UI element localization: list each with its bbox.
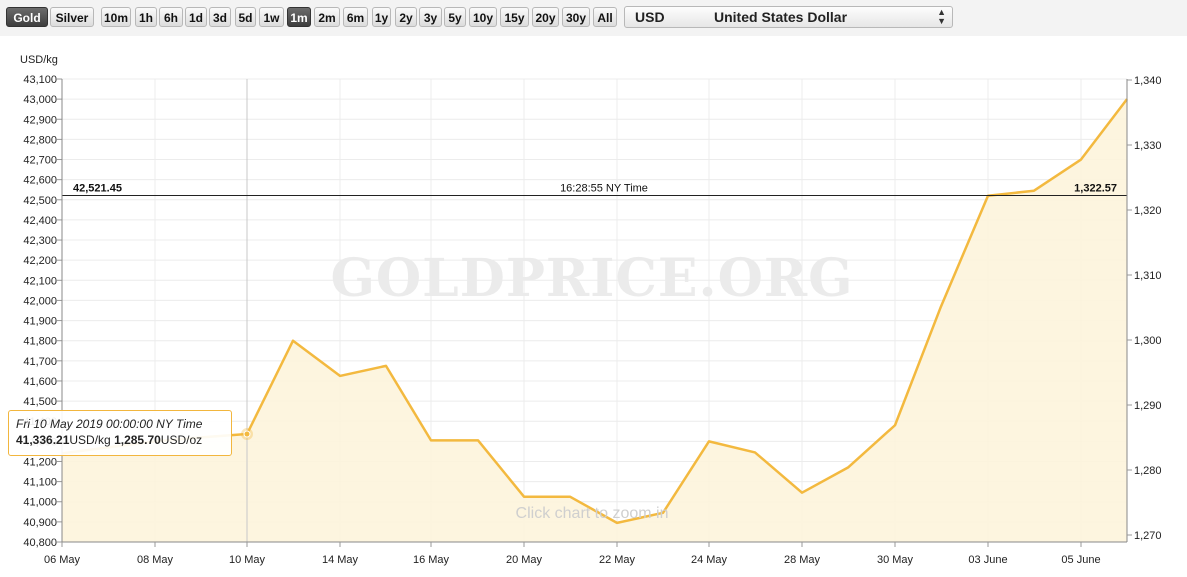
range-button-3d[interactable]: 3d [209, 7, 231, 27]
x-tick-label: 14 May [322, 554, 359, 566]
y-tick-label: 43,100 [23, 74, 57, 86]
x-tick-label: 06 May [44, 554, 81, 566]
y-tick-label: 42,100 [23, 275, 57, 287]
currency-select[interactable]: USD United States Dollar ▲ ▼ [624, 6, 953, 28]
select-arrows-icon: ▲ ▼ [937, 7, 946, 26]
y-tick-label: 42,800 [23, 134, 57, 146]
y-tick-label: 42,600 [23, 175, 57, 187]
y-right-tick-label: 1,300 [1134, 335, 1162, 347]
x-tick-label: 05 June [1061, 554, 1100, 566]
x-tick-label: 24 May [691, 554, 728, 566]
price-chart[interactable]: 40,80040,90041,00041,10041,20041,30041,4… [0, 36, 1187, 577]
range-button-5y[interactable]: 5y [444, 7, 466, 27]
x-tick-label: 20 May [506, 554, 543, 566]
y-tick-label: 40,800 [23, 537, 57, 549]
area-fill [62, 99, 1127, 542]
y-axis-unit-label: USD/kg [20, 54, 58, 66]
x-tick-label: 16 May [413, 554, 450, 566]
y-right-tick-label: 1,340 [1134, 75, 1162, 87]
y-tick-label: 42,700 [23, 155, 57, 167]
metal-button-gold[interactable]: Gold [6, 7, 48, 27]
y-tick-label: 42,000 [23, 295, 57, 307]
price-line [61, 98, 1128, 525]
y-tick-label: 42,900 [23, 114, 57, 126]
range-button-30y[interactable]: 30y [562, 7, 590, 27]
range-button-all[interactable]: All [593, 7, 617, 27]
tooltip-kg-value: 41,336.21 [16, 433, 70, 447]
current-time-label: 16:28:55 NY Time [560, 182, 648, 194]
range-button-1w[interactable]: 1w [259, 7, 284, 27]
tooltip-oz-unit: USD/oz [160, 433, 203, 447]
range-button-2y[interactable]: 2y [395, 7, 417, 27]
y-tick-label: 42,200 [23, 255, 57, 267]
y-tick-label: 43,000 [23, 94, 57, 106]
x-tick-label: 03 June [968, 554, 1007, 566]
range-button-2m[interactable]: 2m [314, 7, 340, 27]
currency-name: United States Dollar [714, 9, 848, 25]
y-tick-label: 41,700 [23, 356, 57, 368]
y-right-tick-label: 1,310 [1134, 270, 1162, 282]
current-price-oz-label: 1,322.57 [1074, 182, 1117, 194]
range-button-10m[interactable]: 10m [101, 7, 131, 27]
tooltip-kg-unit: USD/kg [69, 433, 111, 447]
y-tick-label: 42,400 [23, 215, 57, 227]
tooltip: Fri 10 May 2019 00:00:00 NY Time 41,336.… [8, 410, 232, 456]
range-button-1d[interactable]: 1d [185, 7, 207, 27]
y-right-tick-label: 1,270 [1134, 530, 1162, 542]
x-tick-label: 08 May [137, 554, 174, 566]
range-button-3y[interactable]: 3y [419, 7, 442, 27]
y-tick-label: 41,000 [23, 497, 57, 509]
y-right-tick-label: 1,290 [1134, 400, 1162, 412]
y-tick-label: 41,800 [23, 336, 57, 348]
tooltip-date: Fri 10 May 2019 00:00:00 NY Time [16, 417, 203, 431]
metal-button-silver[interactable]: Silver [50, 7, 94, 27]
x-tick-label: 22 May [599, 554, 636, 566]
y-tick-label: 41,200 [23, 456, 57, 468]
range-button-6m[interactable]: 6m [343, 7, 368, 27]
y-tick-label: 42,300 [23, 235, 57, 247]
range-button-5d[interactable]: 5d [235, 7, 256, 27]
y-right-tick-label: 1,320 [1134, 205, 1162, 217]
y-tick-label: 40,900 [23, 517, 57, 529]
y-tick-label: 41,100 [23, 477, 57, 489]
y-right-tick-label: 1,280 [1134, 465, 1162, 477]
current-price-kg-label: 42,521.45 [73, 182, 122, 194]
tooltip-values: 41,336.21USD/kg 1,285.70USD/oz [16, 432, 224, 448]
y-tick-label: 41,600 [23, 376, 57, 388]
range-button-1y[interactable]: 1y [372, 7, 391, 27]
currency-code: USD [635, 9, 665, 25]
range-button-1h[interactable]: 1h [135, 7, 157, 27]
x-tick-label: 30 May [877, 554, 914, 566]
zoom-hint: Click chart to zoom in [516, 505, 669, 522]
range-button-10y[interactable]: 10y [469, 7, 497, 27]
range-button-6h[interactable]: 6h [159, 7, 183, 27]
range-button-1m[interactable]: 1m [287, 7, 311, 27]
range-button-20y[interactable]: 20y [532, 7, 559, 27]
range-button-15y[interactable]: 15y [500, 7, 529, 27]
watermark: GOLDPRICE.ORG [330, 248, 853, 309]
y-tick-label: 42,500 [23, 195, 57, 207]
x-tick-label: 10 May [229, 554, 266, 566]
x-tick-label: 28 May [784, 554, 821, 566]
hover-point [243, 430, 251, 438]
y-tick-label: 41,900 [23, 316, 57, 328]
y-tick-label: 41,500 [23, 396, 57, 408]
toolbar: USD United States Dollar ▲ ▼ Gold Silver 10… [0, 0, 1187, 36]
y-right-tick-label: 1,330 [1134, 140, 1162, 152]
tooltip-oz-value: 1,285.70 [114, 433, 161, 447]
